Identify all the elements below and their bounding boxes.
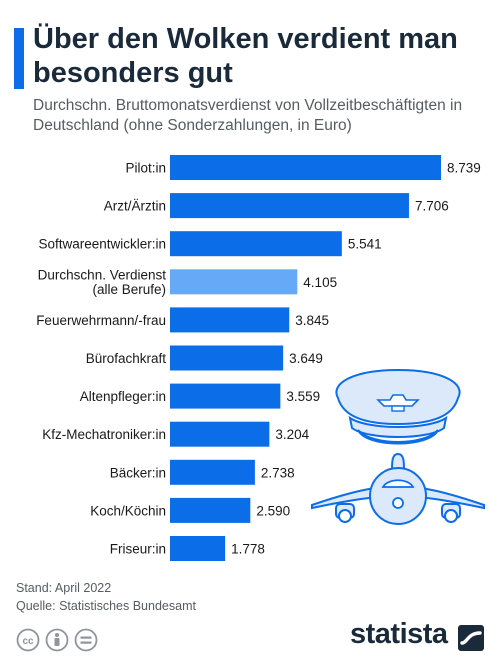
category-label-feuerwehrmann-frau: Feuerwehrmann/-frau (36, 313, 166, 328)
pilot-illustration (311, 368, 485, 525)
bar-burofachkraft (170, 345, 284, 371)
value-label-feuerwehrmann-frau: 3.845 (295, 313, 329, 328)
category-label-friseur-in: Friseur:in (110, 542, 166, 557)
value-label-softwareentwickler-in: 5.541 (348, 237, 382, 252)
bar-chart: Pilot:in 8.739 Arzt/Ärztin 7.706 Softwareent… (36, 155, 485, 561)
bar-pilot-in (170, 155, 441, 180)
category-label-koch-kochin: Koch/Köchin (90, 503, 166, 518)
value-label-burofachkraft: 3.649 (289, 351, 323, 366)
source-note: Quelle: Statistisches Bundesamt (16, 599, 196, 613)
value-label-friseur-in: 1.778 (231, 542, 265, 557)
bar-koch-kochin (170, 497, 251, 523)
value-label-arzt-arztin: 7.706 (415, 199, 449, 214)
bar-friseur-in (170, 536, 226, 561)
title-accent-bar (14, 28, 24, 89)
value-label-kfz-mechatroniker-in: 3.204 (275, 427, 309, 442)
value-label-durchschn-verdienst-alle-berufe: 4.105 (303, 275, 337, 290)
value-label-backer-in: 2.738 (261, 465, 295, 480)
svg-text:cc: cc (22, 636, 34, 647)
value-label-altenpfleger-in: 3.559 (286, 389, 320, 404)
statista-logo-icon (458, 625, 484, 651)
bar-arzt-arztin (170, 193, 409, 219)
value-label-pilot-in: 8.739 (447, 161, 481, 176)
bar-altenpfleger-in (170, 383, 281, 409)
value-label-koch-kochin: 2.590 (256, 503, 290, 518)
bar-backer-in (170, 459, 255, 485)
bar-durchschn-verdienst-alle-berufe (170, 269, 298, 295)
person-icon (45, 628, 69, 652)
category-label-altenpfleger-in: Altenpfleger:in (80, 389, 166, 404)
airplane-icon (311, 452, 485, 525)
cc-icon: cc (16, 628, 40, 652)
category-label-arzt-arztin: Arzt/Ärztin (104, 199, 166, 214)
category-label-pilot-in: Pilot:in (125, 161, 166, 176)
statista-logo-text[interactable]: statista (350, 618, 448, 650)
bar-feuerwehrmann-frau (170, 307, 290, 333)
category-label-durchschn-verdienst-alle-berufe: Durchschn. Verdienst (alle Berufe) (38, 268, 167, 298)
license-icons: cc (16, 628, 98, 652)
category-label-softwareentwickler-in: Softwareentwickler:in (38, 237, 166, 252)
bar-softwareentwickler-in (170, 231, 342, 257)
stand-date: Stand: April 2022 (16, 581, 112, 595)
equals-icon (74, 628, 98, 652)
chart-subtitle: Durchschn. Bruttomonatsverdienst von Vol… (33, 97, 463, 134)
pilot-cap-icon (335, 368, 461, 445)
bar-kfz-mechatroniker-in (170, 421, 270, 447)
category-label-kfz-mechatroniker-in: Kfz-Mechatroniker:in (42, 427, 166, 442)
chart-title: Über den Wolken verdient man besonders g… (33, 23, 458, 89)
category-label-burofachkraft: Bürofachkraft (86, 351, 167, 366)
category-label-backer-in: Bäcker:in (110, 465, 166, 480)
